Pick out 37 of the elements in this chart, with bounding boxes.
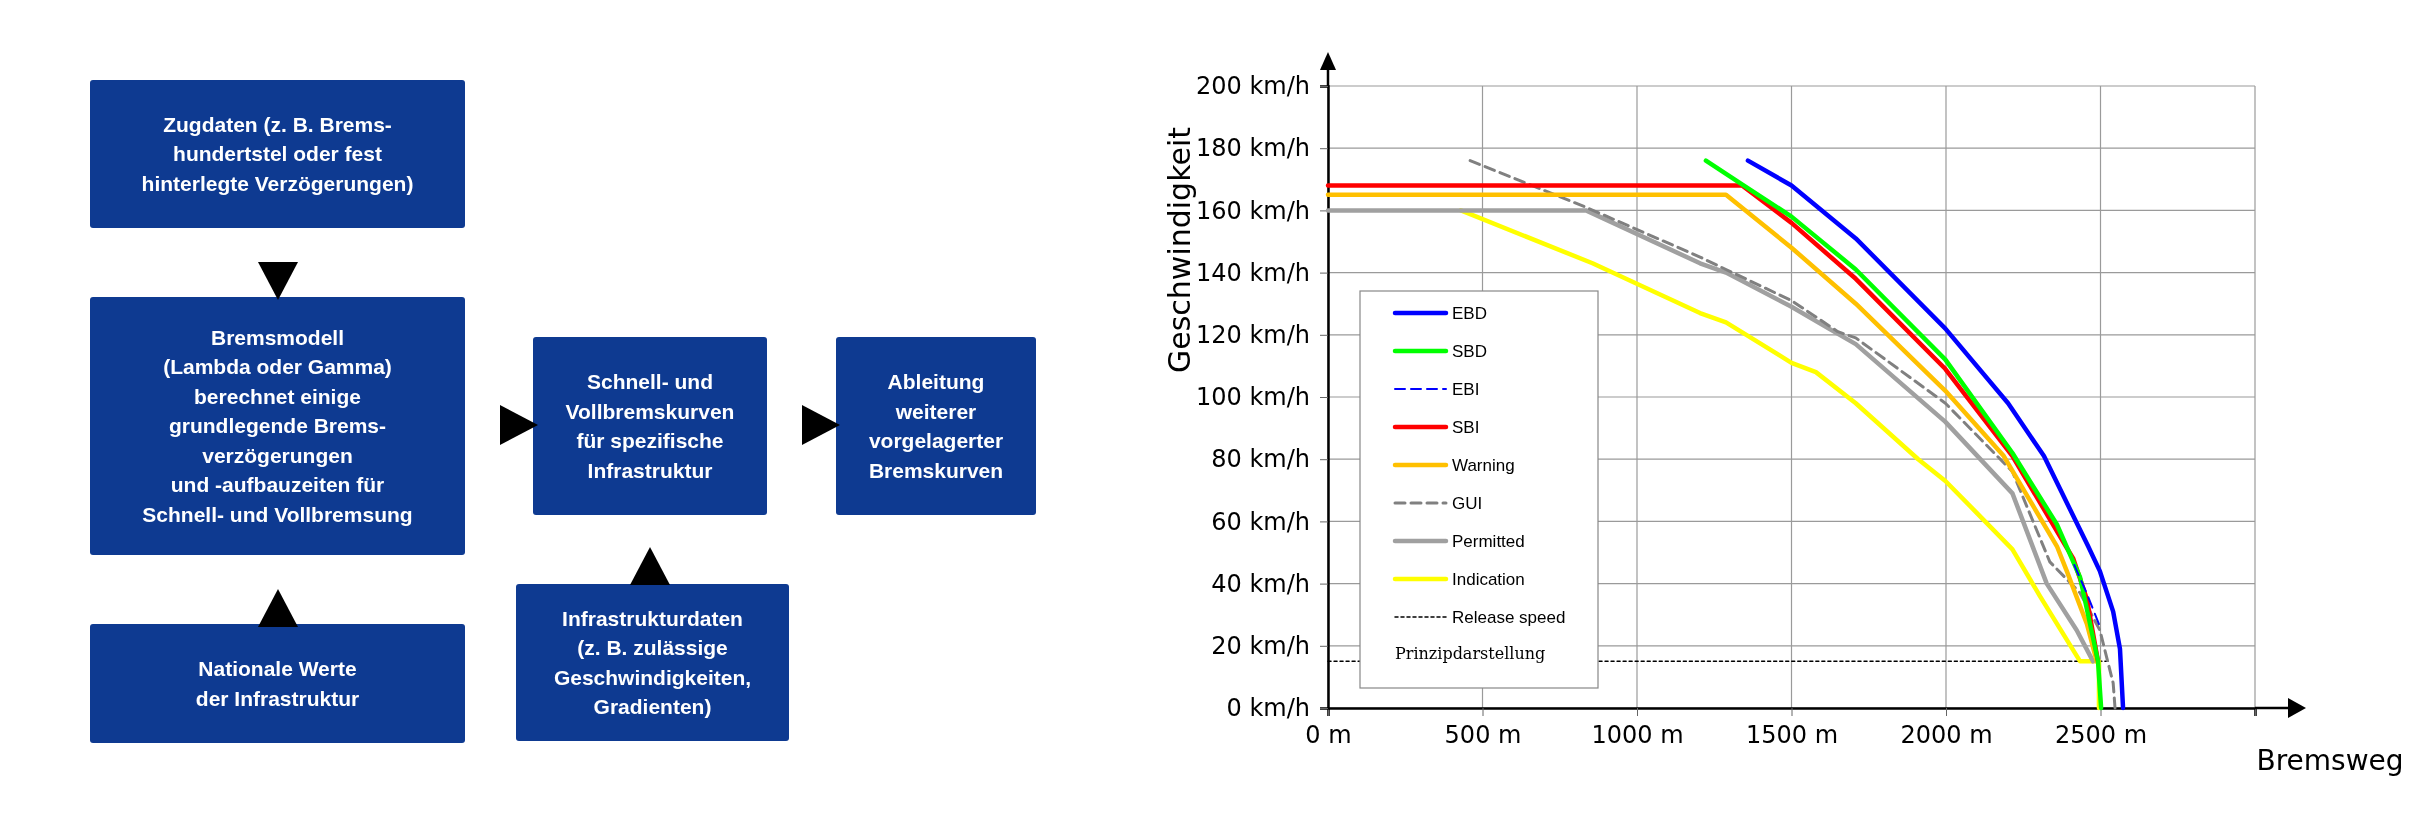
x-tick-label: 500 m: [1444, 721, 1522, 750]
annotation: Prinzipdarstellung: [1395, 643, 1546, 663]
y-tick-label: 140 km/h: [1195, 258, 1310, 287]
legend-label: SBD: [1452, 341, 1487, 361]
legend-label: GUI: [1452, 493, 1483, 513]
y-tick-label: 100 km/h: [1195, 383, 1310, 412]
x-tick-label: 2000 m: [1900, 721, 1993, 750]
y-tick-label: 160 km/h: [1195, 196, 1310, 225]
text: Bremsmodell (Lambda oder Gamma) berechnet einige grundlegende Brems- verzögerungen und -aufbauzeiten für Schnell- und Vollbremsung: [142, 325, 413, 526]
x-tick-label: 1500 m: [1745, 721, 1839, 750]
legend-label: SBI: [1452, 417, 1480, 437]
legend-label: EBI: [1452, 379, 1480, 399]
x-tick-label: 1000 m: [1591, 721, 1684, 750]
legend-label: Release speed: [1452, 607, 1566, 627]
y-tick-label: 120 km/h: [1195, 320, 1310, 349]
x-axis-title: Bremsweg: [2256, 744, 2404, 777]
y-axis-title: Geschwindigkeit: [1162, 126, 1197, 374]
y-tick-label: 80 km/h: [1211, 445, 1310, 474]
text: Ableitung weiterer vorgelagerter Bremskurven: [868, 370, 1004, 482]
legend-label: Permitted: [1452, 531, 1525, 551]
text: Infrastrukturdaten (z. B. zulässige Geschwindigkeiten, Gradienten): [553, 606, 752, 719]
x-tick-label: 0 m: [1305, 721, 1352, 750]
text: Zugdaten (z. B. Brems- hundertstel oder fest hinterlegte Verzögerungen): [141, 112, 414, 195]
legend-label: Indication: [1452, 569, 1525, 589]
y-tick-label: 200 km/h: [1195, 72, 1310, 101]
x-tick-label: 2500 m: [2054, 721, 2148, 750]
line-series: [1745, 158, 2126, 711]
line-series: [1703, 158, 2104, 711]
y-tick-label: 0 km/h: [1226, 694, 1310, 723]
y-tick-label: 20 km/h: [1211, 631, 1310, 660]
legend-label: Warning: [1452, 455, 1515, 475]
text: Nationale Werte der Infrastruktur: [195, 657, 360, 710]
text: Schnell- und Vollbremskurven für spezifische Infrastruktur: [565, 370, 735, 482]
y-tick-label: 180 km/h: [1195, 134, 1310, 163]
legend-label: EBD: [1452, 303, 1487, 323]
y-tick-label: 40 km/h: [1211, 569, 1310, 598]
y-tick-label: 60 km/h: [1211, 507, 1310, 536]
